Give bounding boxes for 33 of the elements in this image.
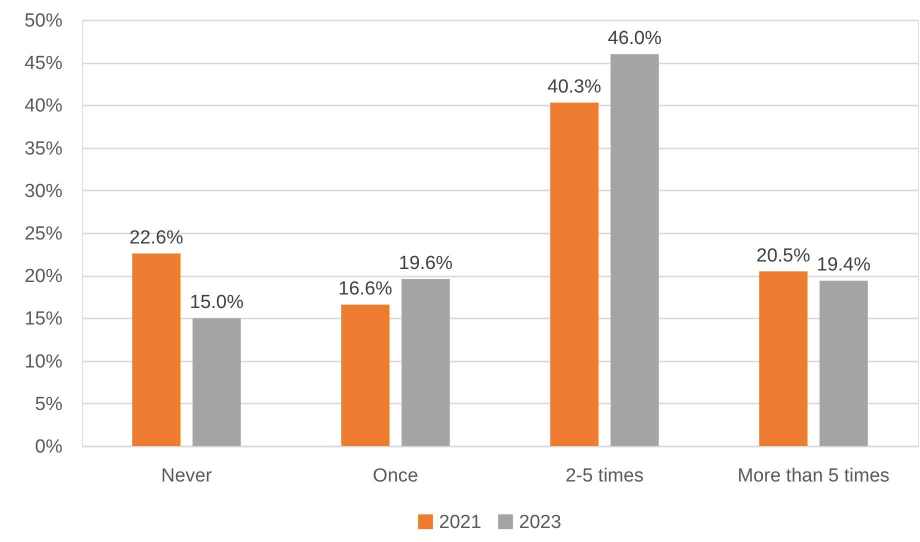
y-tick-label: 35% — [24, 138, 63, 160]
y-tick-label: 5% — [35, 394, 63, 415]
y-tick-label: 30% — [24, 180, 63, 202]
y-tick-label: 0% — [35, 436, 63, 458]
y-tick-label: 10% — [24, 351, 63, 372]
x-tick-label: More than 5 times — [737, 466, 890, 486]
bar — [610, 54, 659, 446]
data-label: 46.0% — [608, 28, 662, 50]
x-tick-label: 2-5 times — [565, 466, 644, 486]
data-label: 40.3% — [547, 76, 602, 98]
data-label: 22.6% — [129, 227, 184, 248]
bar — [759, 271, 808, 446]
x-tick-label: Once — [372, 466, 418, 486]
bar — [820, 280, 868, 446]
data-label: 15.0% — [190, 292, 244, 314]
legend-label: 2021 — [439, 512, 482, 533]
bar — [341, 304, 390, 446]
bar — [192, 318, 241, 446]
bar — [132, 253, 180, 446]
y-tick-label: 25% — [24, 224, 63, 244]
data-label: 20.5% — [756, 245, 810, 266]
data-label: 16.6% — [338, 278, 392, 300]
data-label: 19.6% — [398, 253, 453, 274]
bar — [550, 102, 598, 446]
legend-label: 2023 — [519, 512, 562, 533]
y-tick-label: 15% — [24, 308, 63, 330]
y-tick-label: 45% — [24, 53, 63, 74]
x-tick-label: Never — [161, 466, 213, 486]
y-tick-label: 20% — [24, 266, 63, 288]
y-tick-label: 50% — [24, 10, 63, 32]
data-label: 19.4% — [816, 254, 871, 276]
bar — [402, 279, 450, 446]
y-tick-label: 40% — [24, 96, 63, 117]
